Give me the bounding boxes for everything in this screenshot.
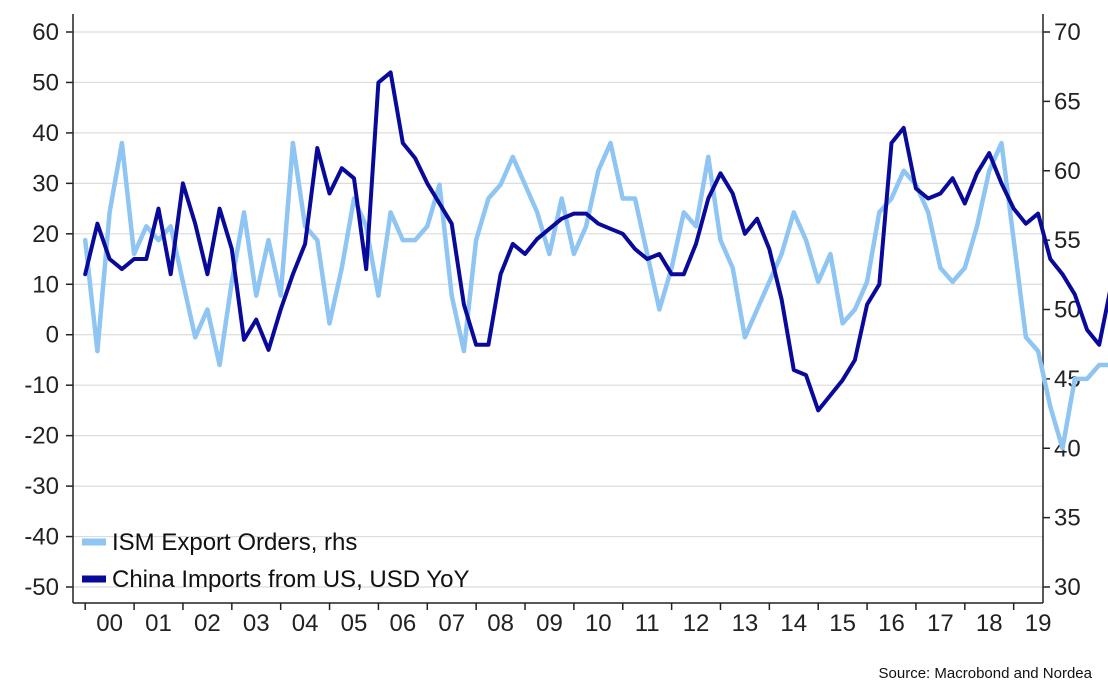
x-tick-label: 07 bbox=[438, 610, 465, 637]
series-line-ism-export-orders bbox=[82, 140, 1108, 451]
x-tick-label: 02 bbox=[194, 610, 221, 637]
right-tick-label: 30 bbox=[1054, 574, 1081, 601]
left-tick-label: -30 bbox=[24, 473, 59, 500]
right-tick-label: 60 bbox=[1054, 158, 1081, 185]
x-tick-label: 12 bbox=[683, 610, 710, 637]
x-tick-label: 09 bbox=[536, 610, 563, 637]
left-tick-label: 60 bbox=[32, 19, 59, 46]
x-tick-label: 03 bbox=[243, 610, 270, 637]
right-tick-label: 55 bbox=[1054, 227, 1081, 254]
x-tick-label: 11 bbox=[635, 610, 660, 637]
left-tick-label: -50 bbox=[24, 574, 59, 601]
x-tick-label: 10 bbox=[585, 610, 612, 637]
axes bbox=[72, 14, 1044, 604]
x-tick-label: 05 bbox=[341, 610, 368, 637]
right-tick-label: 70 bbox=[1054, 19, 1081, 46]
x-tick-label: 06 bbox=[389, 610, 416, 637]
x-tick-label: 08 bbox=[487, 610, 514, 637]
left-tick-label: 20 bbox=[32, 221, 59, 248]
series-line-china-imports bbox=[83, 70, 1108, 413]
source-label: Source: Macrobond and Nordea bbox=[879, 665, 1093, 682]
left-axis-ticks: 60 50 40 30 20 10 0 -10 -20 -30 -40 -50 bbox=[24, 19, 73, 601]
left-tick-label: -40 bbox=[24, 524, 59, 551]
left-tick-label: -20 bbox=[24, 423, 59, 450]
x-tick-label: 17 bbox=[927, 610, 954, 637]
x-tick-label: 00 bbox=[96, 610, 123, 637]
legend-label-china: China Imports from US, USD YoY bbox=[112, 566, 469, 593]
legend: ISM Export Orders, rhs China Imports fro… bbox=[82, 529, 469, 593]
x-axis-ticks: 00 01 02 03 04 05 06 07 08 09 10 11 12 13 14 15 16 17 18 19 bbox=[84, 603, 1052, 637]
left-tick-label: 10 bbox=[32, 271, 59, 298]
left-tick-label: 0 bbox=[46, 322, 59, 349]
left-tick-label: 30 bbox=[32, 170, 59, 197]
right-tick-label: 65 bbox=[1054, 88, 1081, 115]
x-tick-label: 01 bbox=[145, 610, 172, 637]
left-tick-label: 50 bbox=[32, 69, 59, 96]
x-tick-label: 13 bbox=[732, 610, 759, 637]
x-tick-label: 19 bbox=[1025, 610, 1052, 637]
legend-label-ism: ISM Export Orders, rhs bbox=[112, 529, 357, 556]
series-lines bbox=[82, 70, 1108, 451]
left-tick-label: 40 bbox=[32, 120, 59, 147]
right-tick-label: 35 bbox=[1054, 505, 1081, 532]
gridlines bbox=[73, 31, 1043, 588]
x-tick-label: 04 bbox=[292, 610, 319, 637]
x-tick-label: 16 bbox=[878, 610, 905, 637]
x-tick-label: 15 bbox=[829, 610, 856, 637]
x-tick-label: 14 bbox=[780, 610, 807, 637]
x-tick-label: 18 bbox=[976, 610, 1003, 637]
left-tick-label: -10 bbox=[24, 372, 59, 399]
